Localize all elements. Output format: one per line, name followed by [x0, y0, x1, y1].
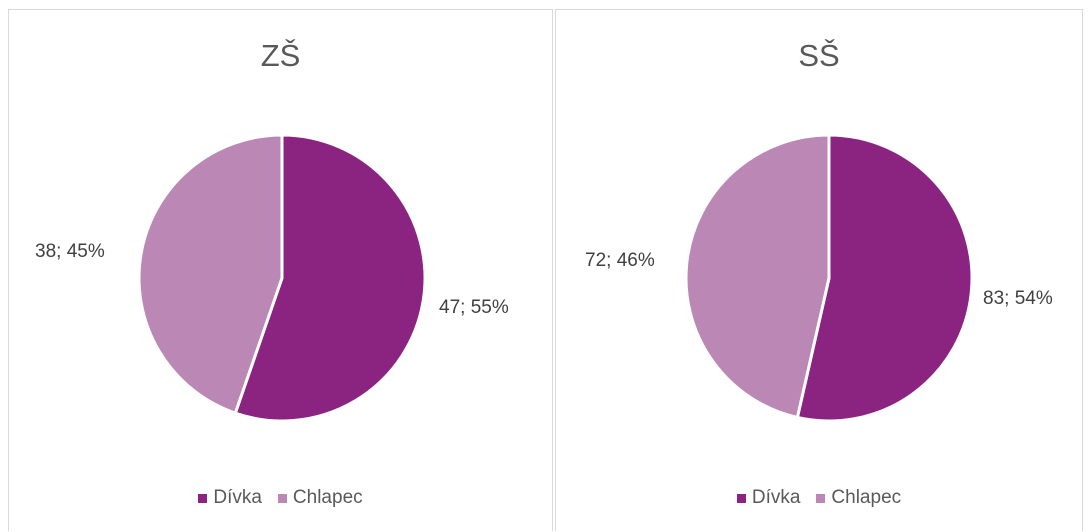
legend-swatch-divka — [736, 493, 746, 503]
legend-label-divka: Dívka — [213, 487, 262, 508]
data-label-chlapec: 38; 45% — [35, 241, 105, 262]
legend: Dívka Chlapec — [9, 487, 552, 509]
pie-chart-zs — [137, 133, 427, 423]
pie-slice-chlapec — [137, 133, 284, 415]
legend-item-divka: Dívka — [198, 487, 262, 509]
chart-panel-zs: ZŠ 47; 55% 38; 45% Dívka Chlapec — [8, 9, 553, 531]
legend-swatch-chlapec — [277, 493, 287, 503]
legend-item-chlapec: Chlapec — [277, 487, 363, 509]
pie-slice-divka — [795, 133, 974, 423]
pie-slice-chlapec — [684, 133, 831, 419]
legend-label-divka: Dívka — [751, 487, 801, 508]
legend-swatch-divka — [198, 493, 208, 503]
legend: Dívka Chlapec — [556, 487, 1082, 509]
chart-panel-ss: SŠ 83; 54% 72; 46% Dívka Chlapec — [555, 9, 1083, 531]
chart-title: SŠ — [798, 38, 840, 73]
data-label-chlapec: 72; 46% — [585, 250, 655, 271]
legend-item-divka: Dívka — [736, 487, 801, 509]
pie-chart-ss — [684, 133, 974, 423]
legend-item-chlapec: Chlapec — [816, 487, 901, 509]
chart-title: ZŠ — [260, 38, 301, 73]
legend-swatch-chlapec — [816, 493, 826, 503]
legend-label-chlapec: Chlapec — [831, 487, 902, 508]
data-label-divka: 83; 54% — [983, 288, 1053, 309]
data-label-divka: 47; 55% — [439, 297, 509, 318]
legend-label-chlapec: Chlapec — [292, 487, 363, 508]
